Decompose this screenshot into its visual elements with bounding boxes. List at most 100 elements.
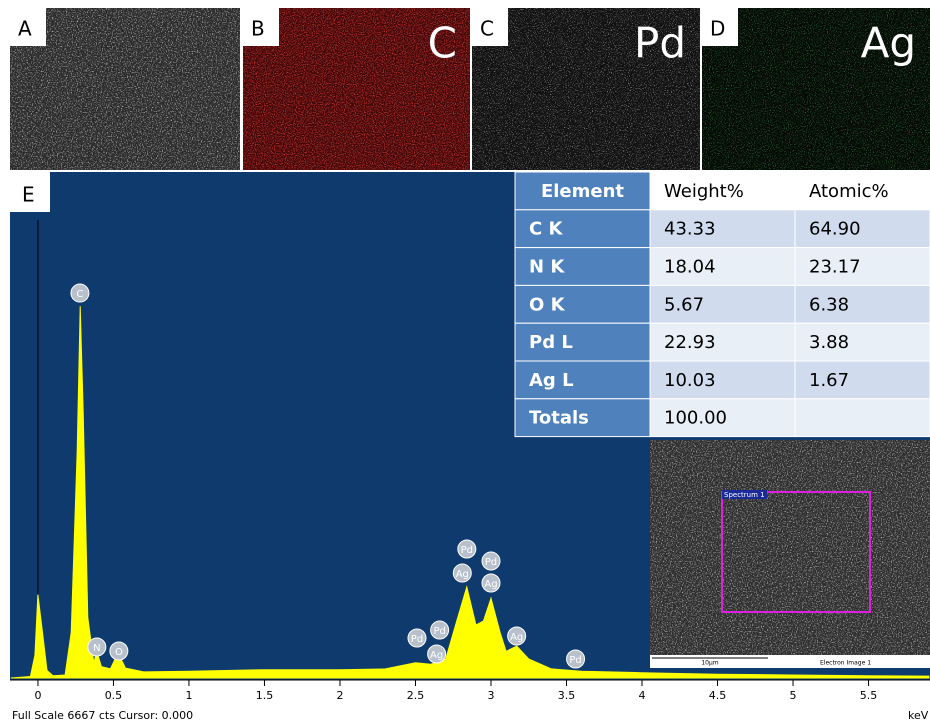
x-tick-label: 1.5 xyxy=(256,689,274,702)
spectrum-label: Spectrum 1 xyxy=(724,491,765,499)
peak-marker xyxy=(70,283,90,303)
peak-label: Ag xyxy=(456,569,469,580)
table-text: 100.00 xyxy=(664,408,727,429)
table-text: 22.93 xyxy=(664,332,716,353)
table-cell xyxy=(794,322,930,362)
table-cell xyxy=(514,360,651,400)
panel-label-box xyxy=(702,8,738,46)
peak-marker xyxy=(457,539,477,559)
table-cell xyxy=(514,322,651,362)
table-text: 23.17 xyxy=(809,257,861,278)
panel-label: A xyxy=(18,17,32,41)
x-tick-label: 2 xyxy=(336,689,343,702)
x-tick-label: 5 xyxy=(790,689,797,702)
panel-label: C xyxy=(480,17,494,41)
x-unit: keV xyxy=(908,709,929,722)
table-cell xyxy=(794,360,930,400)
map-texture xyxy=(472,8,700,170)
map-texture xyxy=(243,8,470,170)
x-tick-label: 5.5 xyxy=(860,689,878,702)
panel-label-box xyxy=(472,8,508,46)
table-text: Pd L xyxy=(529,332,573,353)
table-text: 10.03 xyxy=(664,370,716,391)
x-tick-label: 3.5 xyxy=(558,689,576,702)
peak-marker xyxy=(407,628,427,648)
peak-label: Pd xyxy=(411,634,423,645)
spectrum-area xyxy=(10,306,930,679)
x-tick-label: 2.5 xyxy=(407,689,425,702)
footer: Full Scale 6667 cts Cursor: 0.000 xyxy=(12,709,193,722)
x-tick-label: 1 xyxy=(185,689,192,702)
x-tick-label: 0 xyxy=(34,689,41,702)
table-header: Weight% xyxy=(664,181,744,202)
table-text: 64.90 xyxy=(809,219,861,240)
sem-texture xyxy=(10,8,240,170)
table-cell xyxy=(649,171,796,211)
caption: Electron Image 1 xyxy=(820,660,871,667)
table-text: N K xyxy=(529,257,565,278)
peak-marker xyxy=(87,637,107,657)
table-cell xyxy=(649,247,796,286)
spectrum-region xyxy=(721,491,871,613)
table-text: 3.88 xyxy=(809,332,849,353)
table-text: 1.67 xyxy=(809,370,849,391)
peak-label: Ag xyxy=(430,650,443,661)
peak-marker xyxy=(481,551,501,571)
table-text: 5.67 xyxy=(664,294,704,315)
table-cell xyxy=(794,209,930,249)
peak-label: Pd xyxy=(461,545,473,556)
peak-marker xyxy=(507,626,527,646)
scale-text: 10µm xyxy=(701,660,718,667)
peak-label: Pd xyxy=(485,557,497,568)
peak-label: Pd xyxy=(569,655,581,666)
element-name: Pd xyxy=(634,19,686,68)
peak-marker xyxy=(566,649,586,669)
x-tick-label: 4.5 xyxy=(709,689,727,702)
panel-label: B xyxy=(251,17,265,41)
panel-label: E xyxy=(22,183,35,207)
peak-marker xyxy=(481,573,501,593)
peak-label: Ag xyxy=(510,632,523,643)
x-tick-label: 0.5 xyxy=(105,689,123,702)
peak-label: Pd xyxy=(433,626,445,637)
peak-label: Ag xyxy=(484,579,497,590)
electron-texture xyxy=(650,440,930,668)
table-cell xyxy=(514,398,651,438)
table-cell xyxy=(794,171,930,211)
element-name: Ag xyxy=(861,19,916,68)
table-header: Element xyxy=(541,181,624,202)
peak-marker xyxy=(452,563,472,583)
table-text: Totals xyxy=(529,408,589,429)
element-name: C xyxy=(428,19,457,68)
panel-label: D xyxy=(710,17,725,41)
table-header: Atomic% xyxy=(809,181,889,202)
peak-marker xyxy=(109,641,129,661)
table-text: O K xyxy=(529,294,566,315)
table-cell xyxy=(649,284,796,324)
peak-label: C xyxy=(76,289,83,300)
table-text: C K xyxy=(529,219,563,240)
table-cell xyxy=(649,398,796,438)
table-text: 43.33 xyxy=(664,219,716,240)
table-cell xyxy=(514,209,651,249)
spectrum-tag xyxy=(722,490,767,499)
x-tick-label: 4 xyxy=(639,689,646,702)
panel-label-box xyxy=(10,8,46,46)
x-tick-label: 3 xyxy=(487,689,494,702)
table-cell xyxy=(794,398,930,438)
peak-label: N xyxy=(93,643,100,654)
table-cell xyxy=(794,247,930,286)
panel-label-box xyxy=(243,8,279,46)
peak-label: O xyxy=(115,647,123,658)
map-texture xyxy=(702,8,930,170)
peak-marker xyxy=(430,620,450,640)
table-text: 18.04 xyxy=(664,257,716,278)
table-text: Ag L xyxy=(529,370,574,391)
table-text: 6.38 xyxy=(809,294,849,315)
scale-strip xyxy=(650,655,930,668)
peak-marker xyxy=(427,644,447,664)
table-cell xyxy=(514,247,651,286)
panel-label-box xyxy=(10,172,50,212)
